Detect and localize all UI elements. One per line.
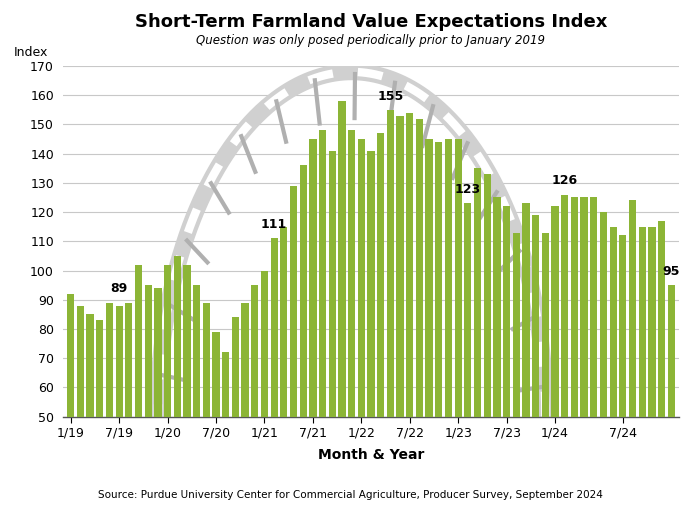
Bar [512,233,520,508]
Bar [174,256,181,508]
Bar [668,285,675,508]
Bar [87,314,94,508]
Bar [145,285,152,508]
X-axis label: Month & Year: Month & Year [318,448,424,462]
Bar [96,320,104,508]
Bar [386,110,394,508]
Bar [435,142,442,508]
Bar [454,139,462,508]
Bar [377,133,384,508]
Bar [338,101,346,508]
Bar [300,166,307,508]
Bar [290,186,297,508]
Text: Source: Purdue University Center for Commercial Agriculture, Producer Survey, Se: Source: Purdue University Center for Com… [97,490,603,500]
Bar [532,215,539,508]
Text: Index: Index [14,46,48,59]
Bar [590,198,597,508]
Bar [328,151,336,508]
Bar [251,285,258,508]
Bar [135,265,142,508]
Bar [164,265,172,508]
Bar [638,227,646,508]
Bar [570,198,578,508]
Bar [561,195,568,508]
Bar [610,227,617,508]
Bar [183,265,190,508]
Bar [125,303,132,508]
Bar [241,303,248,508]
Bar [620,235,626,508]
Bar [193,285,200,508]
Text: 95: 95 [663,265,680,278]
Bar [116,305,122,508]
Text: Question was only posed periodically prior to January 2019: Question was only posed periodically pri… [197,34,545,47]
Bar [464,203,472,508]
Bar [358,139,365,508]
Bar [154,288,162,508]
Bar [203,303,210,508]
Bar [232,317,239,508]
Text: 111: 111 [261,218,287,231]
Bar [542,233,549,508]
Bar [600,212,607,508]
Bar [580,198,588,508]
Text: 155: 155 [377,89,403,103]
Bar [629,201,636,508]
Bar [416,119,423,508]
Bar [484,174,491,508]
Bar [396,116,404,508]
Bar [552,206,559,508]
Bar [348,131,356,508]
Bar [648,227,655,508]
Bar [658,221,665,508]
Bar [474,168,481,508]
Text: 89: 89 [111,282,128,295]
Bar [368,151,374,508]
Bar [106,303,113,508]
Bar [77,305,84,508]
Text: 126: 126 [552,174,578,187]
Bar [406,113,414,508]
Text: 123: 123 [455,183,481,196]
Title: Short-Term Farmland Value Expectations Index: Short-Term Farmland Value Expectations I… [135,13,607,31]
Bar [503,206,510,508]
Bar [309,139,316,508]
Bar [261,270,268,508]
Bar [212,332,220,508]
Bar [222,353,230,508]
Bar [67,294,74,508]
Bar [494,198,500,508]
Bar [426,139,433,508]
Bar [270,238,278,508]
Bar [319,131,326,508]
Bar [522,203,530,508]
Bar [280,227,288,508]
Bar [445,139,452,508]
